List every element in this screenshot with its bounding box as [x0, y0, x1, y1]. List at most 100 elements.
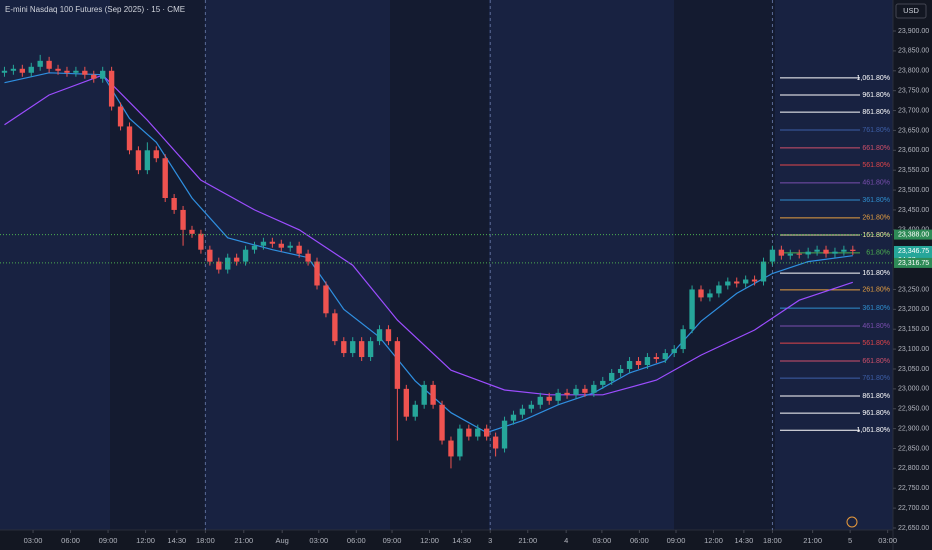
x-tick-label: 06:00 [347, 536, 366, 545]
session-shade [674, 0, 775, 530]
x-tick-label: 14:30 [452, 536, 471, 545]
candle-body [126, 126, 133, 151]
x-tick-label: 12:00 [136, 536, 155, 545]
currency[interactable]: USD [903, 6, 919, 15]
candle-body [421, 384, 427, 405]
candle-body [716, 285, 722, 294]
y-tick-label: 22,650.00 [898, 525, 929, 532]
fib-label: 261.80% [862, 287, 890, 294]
candle-body [510, 414, 517, 421]
candle-body [412, 404, 418, 417]
candle-body [850, 249, 856, 251]
candle-body [296, 245, 302, 254]
candle-body [689, 289, 695, 330]
y-tick-label: 22,850.00 [898, 445, 929, 452]
candle-body [64, 70, 70, 73]
candle-body [144, 150, 151, 171]
price-tag-label: 23,388.00 [898, 231, 929, 238]
candle-body [519, 408, 526, 415]
session-shade [390, 0, 489, 530]
candle-body [591, 384, 597, 393]
candle-body [787, 253, 793, 256]
fib-label: 461.80% [862, 323, 890, 330]
x-tick-label: 06:00 [630, 536, 649, 545]
x-tick-label: 21:00 [518, 536, 537, 545]
candle-body [251, 245, 258, 250]
candle-body [305, 253, 311, 262]
candle-body [662, 353, 668, 360]
candle-body [108, 70, 115, 107]
fib-label: 761.80% [862, 127, 890, 134]
x-tick-label: 14:30 [734, 536, 753, 545]
x-tick-label: Aug [276, 536, 289, 545]
y-tick-label: 23,250.00 [898, 286, 929, 293]
candle-body [546, 396, 552, 401]
x-tick-label: 03:00 [592, 536, 611, 545]
y-tick-label: 23,600.00 [898, 147, 929, 154]
fib-label: 661.80% [862, 145, 890, 152]
currency-box[interactable] [895, 3, 927, 19]
moving-average [4, 74, 853, 396]
candle-body [609, 372, 615, 381]
candle-body [439, 404, 445, 441]
candle-body [82, 70, 88, 75]
fib-label: 961.80% [862, 92, 890, 99]
candle-body [600, 380, 606, 385]
x-tick-label: 3 [488, 536, 492, 545]
price-tag-label: 23,346.75 [898, 248, 929, 255]
candle-body [180, 209, 186, 230]
candle-body [778, 249, 785, 256]
candle-body [644, 357, 651, 365]
session-shade [110, 0, 205, 530]
y-tick-label: 23,650.00 [898, 127, 929, 134]
candle-body [28, 66, 34, 73]
candle-body [742, 279, 749, 284]
candle-body [564, 392, 570, 395]
candle-body [707, 293, 713, 298]
x-tick-label: 4 [564, 536, 568, 545]
candle-body [189, 229, 195, 234]
time-axis [0, 530, 893, 550]
candle-body [671, 349, 677, 354]
fib-label: 1,061.80% [857, 427, 890, 434]
y-tick-label: 23,050.00 [898, 366, 929, 373]
candle-body [537, 396, 543, 405]
candle-body [376, 329, 383, 342]
y-tick-label: 23,800.00 [898, 68, 929, 75]
candle-body [100, 70, 106, 79]
candle-body [698, 289, 704, 298]
candle-body [680, 329, 686, 350]
candle-body [403, 388, 409, 417]
candle-body [287, 245, 293, 248]
y-tick-label: 22,950.00 [898, 406, 929, 413]
price-tag-label: 23,316.75 [898, 260, 929, 267]
fib-label: 361.80% [862, 305, 890, 312]
candle-body [448, 440, 454, 457]
candle-body [734, 281, 740, 284]
candle-body [725, 281, 731, 286]
price-tag [894, 229, 932, 240]
candle-body [617, 368, 624, 373]
x-tick-label: 03:00 [309, 536, 328, 545]
candle-body [278, 243, 284, 248]
candle-body [171, 198, 177, 210]
candle-body [350, 341, 356, 354]
candle-body [10, 68, 17, 71]
candle-body [484, 428, 490, 437]
y-tick-label: 23,550.00 [898, 167, 929, 174]
price-axis [893, 0, 932, 550]
x-tick-label: 18:00 [196, 536, 215, 545]
candle-body [430, 384, 436, 405]
candle-body [501, 420, 508, 449]
candle-body [198, 233, 204, 250]
candle-body [117, 106, 124, 127]
candle-body [153, 150, 159, 159]
event-icon[interactable] [846, 516, 858, 528]
y-tick-label: 23,900.00 [898, 28, 929, 35]
fib-label: 961.80% [862, 410, 890, 417]
fib-label: 761.80% [862, 375, 890, 382]
y-tick-label: 23,200.00 [898, 306, 929, 313]
y-tick-label: 22,750.00 [898, 485, 929, 492]
price-tag [894, 257, 932, 268]
